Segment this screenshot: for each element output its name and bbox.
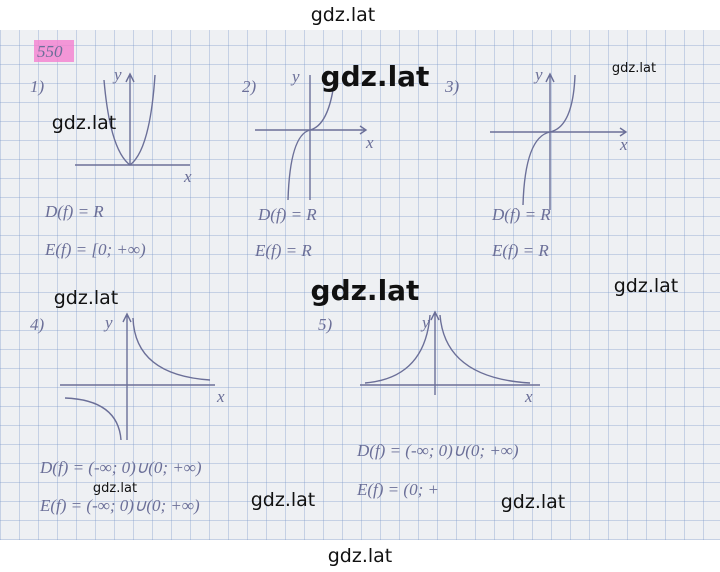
item-label: 2) xyxy=(242,77,257,96)
axis-label: y xyxy=(533,65,543,84)
axes xyxy=(255,75,368,200)
axes xyxy=(360,310,540,395)
notebook-paper xyxy=(0,30,720,540)
axes xyxy=(60,312,215,440)
axis-label: y xyxy=(112,65,122,84)
watermark: gdz.lat xyxy=(54,287,119,309)
axis-label: x xyxy=(365,133,374,152)
watermark: gdz.lat xyxy=(501,491,566,513)
item-label: 3) xyxy=(444,77,460,96)
watermark: gdz.lat xyxy=(614,275,679,297)
range: E(f) = R xyxy=(254,241,312,260)
watermark: gdz.lat xyxy=(93,481,137,496)
axis-label: x xyxy=(216,387,225,406)
range: E(f) = [0; +∞) xyxy=(44,240,146,259)
range: E(f) = (-∞; 0)∪(0; +∞) xyxy=(39,496,200,515)
domain: D(f) = (-∞; 0)∪(0; +∞) xyxy=(356,441,519,460)
highlight xyxy=(34,40,74,62)
item-label: 5) xyxy=(318,315,333,334)
curve xyxy=(364,314,531,384)
domain: D(f) = R xyxy=(257,205,317,224)
domain: D(f) = R xyxy=(44,202,104,221)
watermark: gdz.lat xyxy=(321,60,430,93)
curve xyxy=(103,74,156,166)
range: E(f) = R xyxy=(491,241,549,260)
axis-label: x xyxy=(183,167,192,186)
axes xyxy=(490,72,628,210)
domain: D(f) = (-∞; 0)∪(0; +∞) xyxy=(39,458,202,477)
axis-label: y xyxy=(420,313,430,332)
axis-label: y xyxy=(290,67,300,86)
drawings xyxy=(60,72,628,441)
domain: D(f) = R xyxy=(491,205,551,224)
watermark: gdz.lat xyxy=(612,61,656,76)
curve xyxy=(522,74,576,206)
axis-label: x xyxy=(524,387,533,406)
watermark: gdz.lat xyxy=(52,112,117,134)
axis-label: x xyxy=(619,135,628,154)
range: E(f) = (0; + xyxy=(356,480,439,499)
watermark: gdz.lat xyxy=(311,274,420,307)
watermark: gdz.lat xyxy=(311,4,376,26)
axis-label: y xyxy=(103,313,113,332)
watermark: gdz.lat xyxy=(328,545,393,567)
axes xyxy=(75,72,190,166)
watermark: gdz.lat xyxy=(251,489,316,511)
curve xyxy=(64,317,211,441)
curve xyxy=(287,74,336,201)
item-label: 1) xyxy=(30,77,45,96)
problem-number: 550 xyxy=(37,42,63,61)
item-label: 4) xyxy=(30,315,45,334)
